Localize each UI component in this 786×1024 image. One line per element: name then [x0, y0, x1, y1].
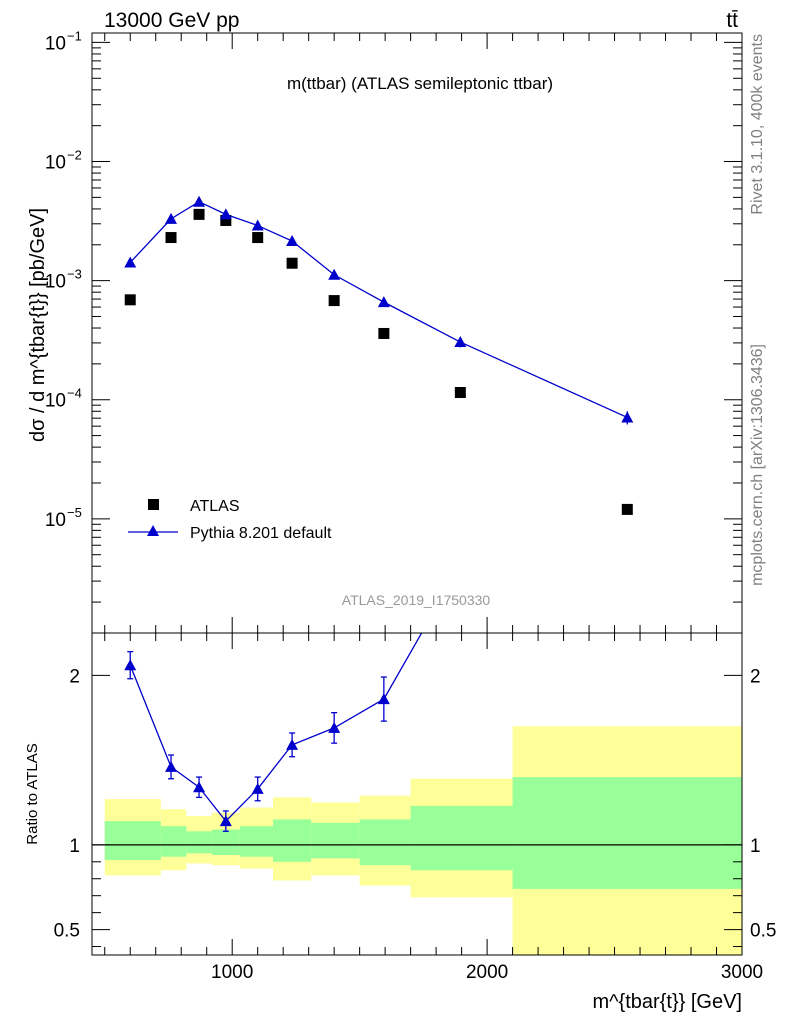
main-y-tick-label: 10 [45, 510, 66, 531]
main-y-axis-label-text: dσ / d m^{tbar{t}} [pb/GeV] [27, 208, 49, 442]
atlas-data-point [124, 294, 136, 306]
x-tick-label: 2000 [466, 962, 508, 983]
main-y-tick-label: 10 [45, 153, 66, 174]
ratio-y-tick-label-left: 0.5 [54, 921, 80, 942]
legend-pythia-marker [147, 525, 159, 536]
ratio-y-axis-label: Ratio to ATLAS [24, 743, 41, 844]
ratio-y-tick-label-right: 0.5 [750, 921, 776, 942]
atlas-data-point [252, 232, 264, 244]
ratio-data-point [286, 738, 299, 750]
pythia-data-point [193, 195, 206, 207]
atlas-data-point [193, 208, 205, 220]
pythia-line [129, 200, 628, 419]
atlas-data-point [378, 327, 390, 339]
main-y-tick-label-exponent: −1 [67, 28, 82, 43]
mcplots-label: mcplots.cern.ch [arXiv:1306.3436] [749, 344, 766, 586]
header-process-label: tt̄ [726, 9, 738, 32]
pythia-data-point [328, 268, 341, 280]
ratio-y-tick-label-right: 2 [750, 666, 761, 687]
atlas-data-point [328, 295, 340, 307]
x-tick-label: 1000 [211, 962, 253, 983]
atlas-data-point [454, 387, 466, 399]
ratio-data-point [193, 781, 206, 793]
ratio-pythia-group [124, 633, 423, 832]
analysis-watermark: ATLAS_2019_I1750330 [342, 592, 491, 608]
ratio-data-point [328, 721, 341, 733]
ratio-band-inner [512, 777, 742, 889]
main-y-tick-labels: 10−110−210−310−410−5 [45, 28, 82, 530]
x-axis-label: m^{tbar{t}} [GeV] [593, 991, 742, 1013]
pythia-data-point [286, 235, 299, 247]
main-y-tick-label-exponent: −3 [67, 267, 82, 282]
main-plot-frame [91, 32, 743, 634]
ratio-uncertainty-bands [92, 726, 742, 955]
atlas-data-point [220, 214, 232, 226]
pythia-data-point [219, 208, 232, 220]
pythia-data-point [377, 296, 390, 308]
atlas-data-point [165, 232, 177, 244]
ratio-data-point [251, 782, 264, 794]
ratio-band-inner [410, 805, 513, 871]
ratio-band-inner [211, 829, 240, 856]
x-tick-label: 3000 [721, 962, 763, 983]
ratio-band-inner [359, 819, 411, 866]
pythia-data-point [251, 219, 264, 231]
ratio-y-tick-label-right: 1 [750, 836, 761, 857]
main-y-tick-label: 10 [45, 33, 66, 54]
atlas-data-point [286, 257, 298, 269]
main-y-tick-label: 10 [45, 272, 66, 293]
ratio-y-tick-label-left: 2 [69, 666, 80, 687]
main-y-tick-label: 10 [45, 391, 66, 412]
ratio-band-inner [186, 831, 212, 854]
pythia-data-point [454, 336, 467, 348]
ratio-y-tick-label-left: 1 [69, 836, 80, 857]
legend-atlas-label: ATLAS [190, 498, 240, 515]
main-y-tick-label-exponent: −4 [67, 386, 82, 401]
ratio-data-point [377, 693, 390, 705]
legend-atlas-marker [148, 499, 159, 510]
ratio-plot-frame [91, 632, 743, 956]
main-series [124, 195, 634, 515]
legend: ATLAS Pythia 8.201 default [128, 498, 332, 542]
pythia-data-point [165, 212, 178, 224]
ratio-data-point [219, 815, 232, 827]
main-y-tick-label-exponent: −5 [67, 505, 82, 520]
ratio-band-inner [104, 821, 161, 861]
ratio-band-inner [311, 822, 360, 859]
pythia-data-point [621, 411, 634, 423]
ratio-data-point [124, 659, 137, 671]
ratio-data-point [165, 760, 178, 772]
ratio-band-inner [272, 819, 312, 862]
main-axis-ticks [92, 33, 743, 633]
main-y-tick-label-exponent: −2 [67, 148, 82, 163]
rivet-version-label: Rivet 3.1.10, 400k events [749, 34, 766, 215]
main-plot-title: m(ttbar) (ATLAS semileptonic ttbar) [287, 74, 553, 93]
ratio-band-inner [160, 826, 187, 857]
header-energy-label: 13000 GeV pp [104, 9, 239, 32]
ratio-tick-labels: 0.5 0.5 1 1 2 2 1000 2000 3000 [54, 666, 777, 983]
atlas-data-point [621, 503, 633, 515]
main-y-axis-label: dσ / d m^{tbar{t}} [pb/GeV] [27, 208, 49, 442]
ratio-axis-ticks [92, 633, 743, 955]
pythia-data-point [124, 256, 137, 268]
ratio-series [124, 633, 423, 832]
legend-pythia-label: Pythia 8.201 default [190, 525, 332, 542]
ratio-band-inner [239, 826, 273, 857]
